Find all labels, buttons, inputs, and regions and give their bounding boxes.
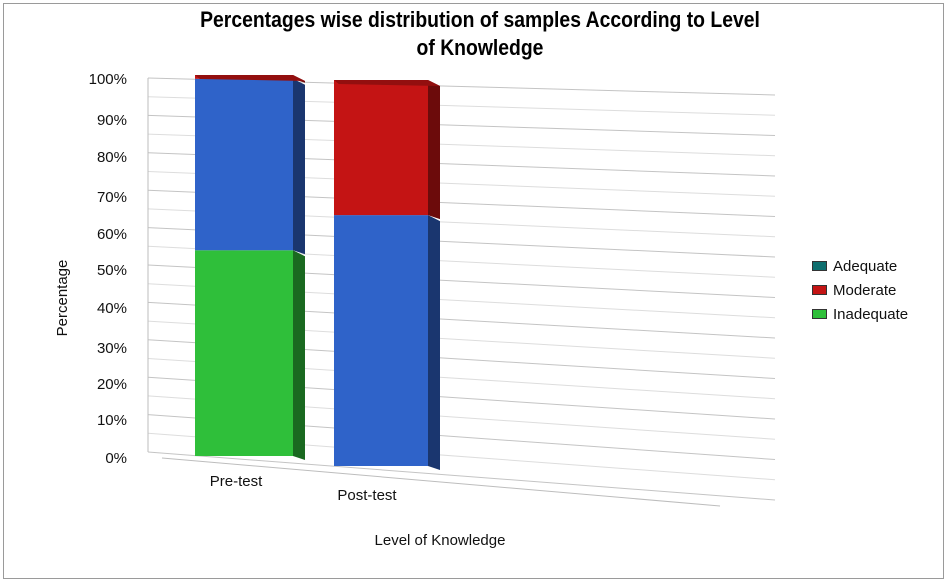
y-tick-label: 80% xyxy=(97,149,127,166)
bar-segment-adequate-post-test xyxy=(334,80,428,216)
y-tick-label: 100% xyxy=(89,71,127,88)
x-axis-line xyxy=(161,457,721,507)
bar-segment-side xyxy=(428,80,440,220)
x-tick-label: Post-test xyxy=(337,487,397,504)
y-tick-label: 10% xyxy=(97,412,127,429)
bar-segment-side xyxy=(293,78,305,255)
bar-segment-side xyxy=(428,215,440,470)
bar-segment-side xyxy=(293,250,305,460)
bar-segment-moderate-pre-test xyxy=(195,78,293,251)
bar-segment-inadequate-pre-test xyxy=(195,250,293,456)
gridline xyxy=(147,451,776,501)
legend-item-inadequate: Inadequate xyxy=(812,302,908,326)
legend-item-moderate: Moderate xyxy=(812,278,908,302)
legend-label: Moderate xyxy=(833,281,897,299)
legend-swatch xyxy=(812,309,827,319)
chart-title: Percentages wise distribution of samples… xyxy=(200,7,760,60)
legend-label: Adequate xyxy=(833,257,898,275)
legend-swatch xyxy=(812,261,827,271)
y-tick-label: 0% xyxy=(105,450,127,467)
chart-frame xyxy=(3,3,944,579)
y-tick-label: 50% xyxy=(97,262,127,279)
legend-item-adequate: Adequate xyxy=(812,254,908,278)
chart-legend: Adequate Moderate Inadequate xyxy=(812,254,908,326)
legend-label: Inadequate xyxy=(833,305,909,323)
legend-swatch xyxy=(812,285,827,295)
y-tick-label: 40% xyxy=(97,300,127,317)
y-tick-label: 90% xyxy=(97,112,127,129)
bar-top-cap xyxy=(195,75,305,81)
bar-top-cap xyxy=(334,80,440,86)
y-tick-label: 20% xyxy=(97,376,127,393)
y-tick-label: 30% xyxy=(97,340,127,357)
y-tick-label: 60% xyxy=(97,226,127,243)
x-tick-label: Pre-test xyxy=(210,473,263,490)
x-axis-label: Level of Knowledge xyxy=(374,532,506,549)
y-tick-label: 70% xyxy=(97,189,127,206)
y-axis-label: Percentage xyxy=(54,260,71,337)
bar-segment-moderate-post-test xyxy=(334,215,428,466)
